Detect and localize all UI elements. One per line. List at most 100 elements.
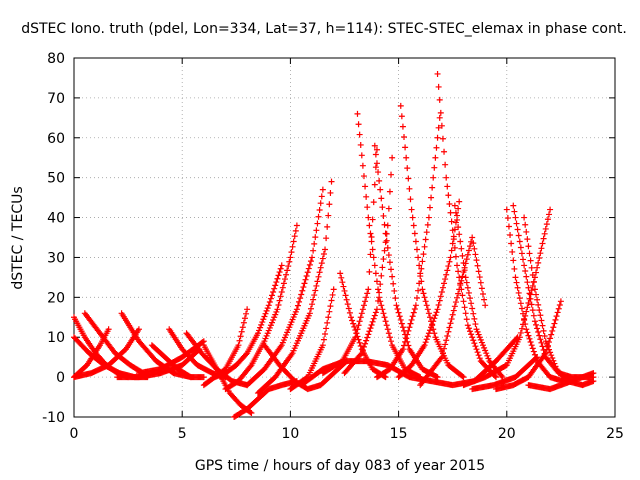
data-point <box>516 238 523 245</box>
data-point <box>370 199 377 206</box>
data-point <box>485 355 492 362</box>
data-point <box>272 282 279 289</box>
data-point <box>535 329 542 336</box>
data-point <box>441 280 448 287</box>
data-point <box>382 318 389 325</box>
data-point <box>362 298 369 305</box>
data-point <box>259 319 266 326</box>
data-point <box>526 250 533 257</box>
data-point <box>517 329 524 336</box>
data-point <box>402 144 409 151</box>
data-point <box>539 322 546 329</box>
data-point <box>373 146 380 153</box>
y-tick-label: 20 <box>47 290 65 306</box>
data-point <box>404 331 411 338</box>
data-point <box>391 287 398 294</box>
data-point <box>263 307 270 314</box>
data-point <box>381 247 388 254</box>
data-point <box>454 216 461 223</box>
data-point <box>433 144 440 151</box>
data-point <box>399 123 406 130</box>
data-point <box>471 245 478 252</box>
data-point <box>448 218 455 225</box>
data-point <box>528 301 535 308</box>
data-point <box>237 333 244 340</box>
data-point <box>439 349 446 356</box>
data-point <box>417 273 424 280</box>
data-point <box>403 154 410 161</box>
data-point <box>323 235 330 242</box>
data-point <box>538 317 545 324</box>
data-point <box>280 280 287 287</box>
data-point <box>465 325 472 332</box>
chart-title: dSTEC Iono. truth (pdel, Lon=334, Lat=37… <box>21 21 627 37</box>
data-point <box>425 310 432 317</box>
data-point <box>383 322 390 329</box>
data-point <box>540 327 547 334</box>
data-point <box>411 230 418 237</box>
data-point <box>526 290 533 297</box>
data-point <box>319 255 326 262</box>
data-point <box>356 318 363 325</box>
data-point <box>434 306 441 313</box>
data-point <box>395 309 402 316</box>
data-point <box>379 264 386 271</box>
data-point <box>344 301 351 308</box>
data-point <box>354 110 361 117</box>
data-point <box>327 303 334 310</box>
data-point <box>534 354 541 361</box>
data-point <box>373 306 380 313</box>
data-point <box>547 349 554 356</box>
data-point <box>416 280 423 287</box>
data-point <box>328 297 335 304</box>
data-point <box>310 296 317 303</box>
data-point <box>539 343 546 350</box>
data-point <box>365 331 372 338</box>
data-point <box>526 335 533 342</box>
series-17 <box>254 178 335 397</box>
data-point <box>451 202 458 209</box>
data-point <box>412 238 419 245</box>
data-point <box>366 328 373 335</box>
data-point <box>452 209 459 216</box>
data-point <box>541 230 548 237</box>
data-point <box>264 330 271 337</box>
data-point <box>473 257 480 264</box>
data-point <box>327 189 334 196</box>
data-point <box>388 266 395 273</box>
data-point <box>510 202 517 209</box>
data-point <box>436 297 443 304</box>
data-point <box>385 330 392 337</box>
data-point <box>425 330 432 337</box>
data-point <box>307 305 314 312</box>
data-point <box>362 340 369 347</box>
data-point <box>554 309 561 316</box>
data-point <box>257 324 264 331</box>
data-point <box>266 298 273 305</box>
data-point <box>460 269 467 276</box>
data-point <box>235 342 242 349</box>
data-point <box>256 327 263 334</box>
data-point <box>275 272 282 279</box>
data-point <box>550 357 557 364</box>
data-point <box>505 223 512 230</box>
data-point <box>323 325 330 332</box>
data-point <box>461 264 468 271</box>
data-point <box>413 294 420 301</box>
data-point <box>531 286 538 293</box>
data-point <box>378 302 385 309</box>
data-point <box>399 324 406 331</box>
data-point <box>389 273 396 280</box>
data-point <box>537 312 544 319</box>
data-point <box>514 284 521 291</box>
data-point <box>378 272 385 279</box>
data-point <box>451 244 458 251</box>
data-point <box>521 214 528 221</box>
data-point <box>551 360 558 367</box>
data-point <box>363 193 370 200</box>
data-point <box>549 327 556 334</box>
data-point <box>437 109 444 116</box>
data-point <box>353 330 360 337</box>
data-point <box>385 205 392 212</box>
data-point <box>461 304 468 311</box>
